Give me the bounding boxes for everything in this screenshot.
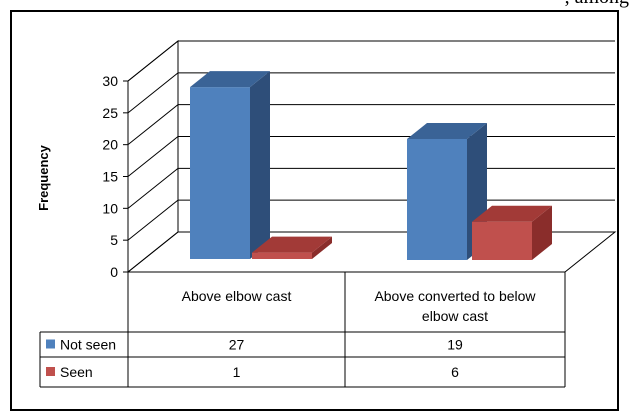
legend-label: Seen xyxy=(60,364,93,380)
category-label: Above converted to below xyxy=(374,288,536,304)
chart-side-wall xyxy=(127,39,179,232)
bar-top xyxy=(472,205,552,222)
category-label: elbow cast xyxy=(422,308,488,324)
bar-front xyxy=(252,252,312,259)
gridline xyxy=(127,40,615,82)
gridline xyxy=(127,104,615,146)
bar-side xyxy=(250,71,270,259)
bar-top xyxy=(407,123,487,140)
legend-swatch xyxy=(46,339,55,349)
legend-label: Not seen xyxy=(60,337,116,353)
y-tick-label: 30 xyxy=(102,73,118,89)
y-axis: 0 5 10 15 20 25 30 xyxy=(102,73,118,280)
legend-swatch xyxy=(46,367,55,376)
data-table: Above elbow cast Above converted to below… xyxy=(39,272,566,388)
bar-front xyxy=(407,139,467,260)
y-axis-label: Frequency xyxy=(36,144,51,211)
y-tick-label: 15 xyxy=(102,169,118,185)
y-tick-label: 0 xyxy=(110,264,118,280)
y-tick-label: 20 xyxy=(102,137,118,153)
data-value: 19 xyxy=(447,337,463,353)
chart-bars xyxy=(190,71,552,261)
category-label: Above elbow cast xyxy=(182,288,292,304)
data-value: 1 xyxy=(233,364,241,380)
bar-front xyxy=(190,87,250,259)
gridline xyxy=(127,72,615,114)
y-tick-label: 10 xyxy=(102,200,118,216)
data-value: 27 xyxy=(229,337,245,353)
bar-side xyxy=(532,205,552,260)
bar-top xyxy=(190,71,270,88)
bar-front xyxy=(472,221,532,260)
bar-top xyxy=(252,236,332,253)
caption-fragment: , among xyxy=(565,0,629,9)
data-value: 6 xyxy=(451,364,459,380)
bar-side xyxy=(312,236,332,259)
y-tick-label: 25 xyxy=(102,105,118,121)
y-tick-label: 5 xyxy=(110,232,118,248)
cropped-caption-text: , among xyxy=(0,0,635,10)
